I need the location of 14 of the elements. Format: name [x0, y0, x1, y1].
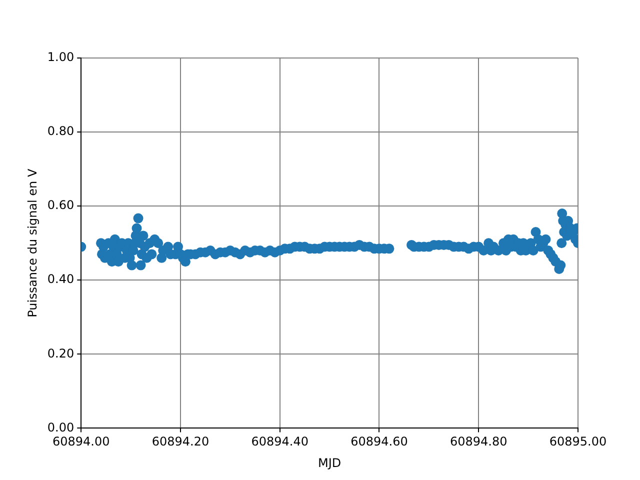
y-tick-label: 0.20 [47, 346, 74, 360]
x-axis-title: MJD [318, 456, 342, 470]
x-tick-label: 60894.20 [152, 434, 210, 449]
y-tick-label: 0.40 [47, 272, 74, 286]
x-tick-label: 60895.00 [549, 434, 607, 449]
x-tick-label: 60894.80 [450, 434, 508, 449]
x-tick-label: 60894.40 [251, 434, 309, 449]
y-axis-title: Puissance du signal en V [25, 168, 40, 318]
y-tick-label: 0.60 [47, 198, 74, 212]
x-tick-label: 60894.00 [52, 434, 110, 449]
x-tick-label: 60894.60 [350, 434, 408, 449]
y-tick-label: 0.80 [47, 124, 74, 138]
y-tick-label: 0.00 [47, 420, 74, 434]
y-tick-label: 1.00 [47, 50, 74, 64]
